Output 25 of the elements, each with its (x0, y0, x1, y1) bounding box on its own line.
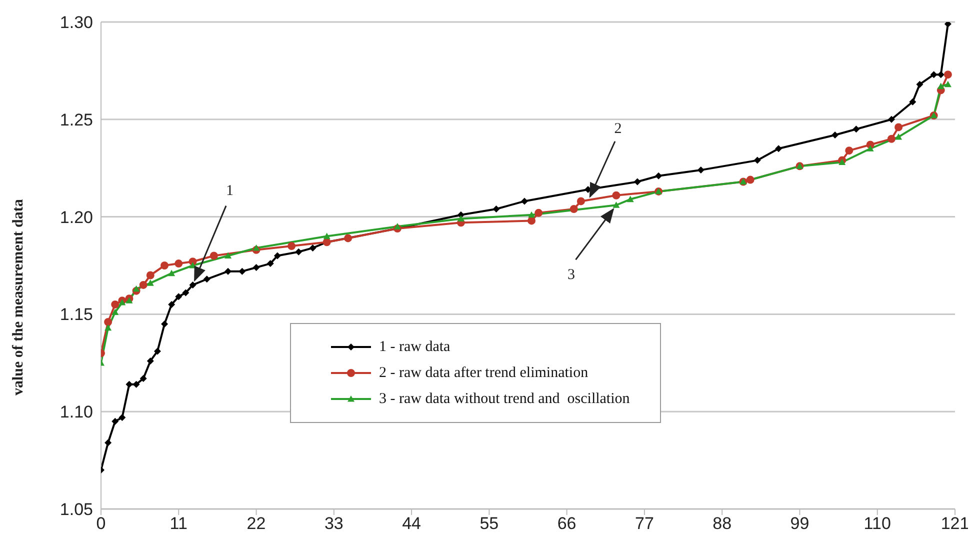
x-tick-label: 121 (940, 514, 970, 534)
y-tick-label: 1.10 (60, 402, 93, 422)
y-tick-label: 1.15 (60, 305, 93, 324)
x-tick-label: 0 (96, 514, 106, 534)
x-tick-label: 77 (634, 514, 654, 534)
x-tick-label: 110 (864, 514, 891, 534)
annotation: 3 (567, 267, 575, 284)
x-tick-label: 44 (402, 514, 422, 534)
x-tick-label: 66 (557, 514, 576, 534)
y-tick-label: 1.30 (60, 13, 93, 32)
x-tick-label: 88 (712, 514, 732, 534)
y-axis-title: value of the measurement data (10, 198, 26, 396)
legend-label: 1 - raw data (379, 338, 450, 356)
y-tick-label: 1.20 (60, 208, 93, 227)
annotation: 2 (614, 121, 622, 138)
legend-label: 3 - raw data without trend and oscillation (379, 390, 630, 408)
x-tick-label: 55 (480, 514, 499, 534)
x-tick-label: 11 (170, 514, 188, 534)
x-tick-label: 22 (246, 514, 266, 534)
legend-label: 2 - raw data after trend elimination (379, 364, 588, 382)
y-tick-label: 1.05 (60, 500, 93, 520)
y-tick-label: 1.25 (60, 110, 93, 130)
annotation: 1 (226, 182, 234, 199)
x-tick-label: 99 (790, 514, 810, 534)
x-tick-label: 33 (324, 514, 344, 534)
